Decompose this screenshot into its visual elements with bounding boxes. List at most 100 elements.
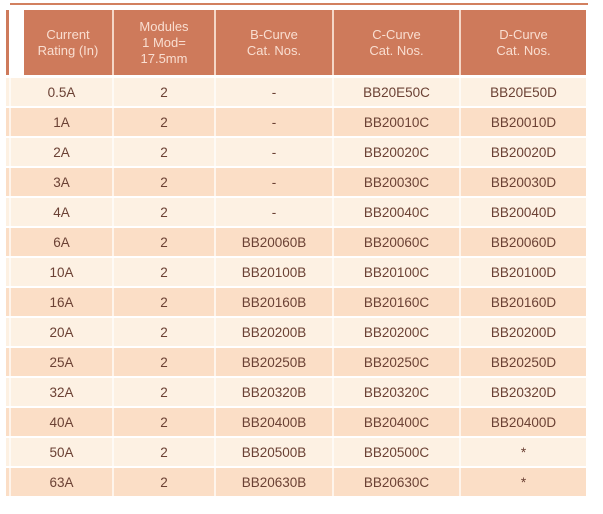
row-sliver [6,438,11,466]
table-row-63A: 63A 2 BB20630B BB20630C * [6,468,586,496]
cell-current-rating: 20A [11,318,114,346]
cell-current-rating: 32A [11,378,114,406]
adjacent-table-header-sliver [6,10,9,75]
cell-modules: 2 [114,468,216,496]
cell-d-curve: BB20160D [461,288,586,316]
cell-d-curve: BB20250D [461,348,586,376]
cell-current-rating: 3A [11,168,114,196]
header-d-curve: D-Curve Cat. Nos. [461,10,586,75]
cell-c-curve: BB20630C [334,468,461,496]
cell-b-curve: BB20400B [216,408,334,436]
cell-modules: 2 [114,348,216,376]
cell-current-rating: 25A [11,348,114,376]
row-sliver [6,228,11,256]
header-modules: Modules 1 Mod= 17.5mm [114,10,216,75]
cell-current-rating: 63A [11,468,114,496]
table-row-32A: 32A 2 BB20320B BB20320C BB20320D [6,378,586,406]
cell-current-rating: 4A [11,198,114,226]
cell-d-curve: BB20400D [461,408,586,436]
cell-c-curve: BB20250C [334,348,461,376]
cell-current-rating: 50A [11,438,114,466]
cell-b-curve: BB20250B [216,348,334,376]
row-sliver [6,348,11,376]
table-row-4A: 4A 2 - BB20040C BB20040D [6,198,586,226]
cell-d-curve: BB20E50D [461,78,586,106]
cell-current-rating: 2A [11,138,114,166]
table-row-6A: 6A 2 BB20060B BB20060C BB20060D [6,228,586,256]
cell-b-curve: BB20500B [216,438,334,466]
row-sliver [6,318,11,346]
table-row-25A: 25A 2 BB20250B BB20250C BB20250D [6,348,586,376]
row-sliver [6,78,11,106]
cell-d-curve: BB20030D [461,168,586,196]
cell-modules: 2 [114,108,216,136]
header-current-rating: Current Rating (In) [24,10,114,75]
cell-modules: 2 [114,378,216,406]
top-divider-line [10,3,588,5]
cell-c-curve: BB20010C [334,108,461,136]
cell-c-curve: BB20200C [334,318,461,346]
cell-d-curve: BB20010D [461,108,586,136]
cell-current-rating: 6A [11,228,114,256]
cell-current-rating: 16A [11,288,114,316]
cell-c-curve: BB20E50C [334,78,461,106]
cell-d-curve: * [461,438,586,466]
table-row-20A: 20A 2 BB20200B BB20200C BB20200D [6,318,586,346]
cell-d-curve: BB20200D [461,318,586,346]
cell-d-curve: BB20060D [461,228,586,256]
header-left-gap [9,10,24,75]
catalog-table: Current Rating (In) Modules 1 Mod= 17.5m… [6,10,586,498]
cell-b-curve: BB20100B [216,258,334,286]
table-row-0.5A: 0.5A 2 - BB20E50C BB20E50D [6,78,586,106]
cell-current-rating: 1A [11,108,114,136]
cell-modules: 2 [114,408,216,436]
cell-b-curve: BB20200B [216,318,334,346]
cell-b-curve: - [216,198,334,226]
cell-current-rating: 10A [11,258,114,286]
cell-b-curve: BB20630B [216,468,334,496]
table-header-row: Current Rating (In) Modules 1 Mod= 17.5m… [6,10,586,75]
cell-modules: 2 [114,288,216,316]
cell-modules: 2 [114,138,216,166]
table-row-2A: 2A 2 - BB20020C BB20020D [6,138,586,166]
cell-c-curve: BB20020C [334,138,461,166]
header-c-curve: C-Curve Cat. Nos. [334,10,461,75]
cell-b-curve: BB20160B [216,288,334,316]
row-sliver [6,408,11,436]
row-sliver [6,258,11,286]
cell-modules: 2 [114,78,216,106]
cell-b-curve: - [216,168,334,196]
cell-c-curve: BB20400C [334,408,461,436]
cell-d-curve: BB20100D [461,258,586,286]
cell-c-curve: BB20040C [334,198,461,226]
cell-modules: 2 [114,258,216,286]
cell-modules: 2 [114,318,216,346]
cell-d-curve: BB20020D [461,138,586,166]
cell-modules: 2 [114,438,216,466]
table-row-50A: 50A 2 BB20500B BB20500C * [6,438,586,466]
cell-c-curve: BB20060C [334,228,461,256]
row-sliver [6,138,11,166]
row-sliver [6,468,11,496]
table-row-10A: 10A 2 BB20100B BB20100C BB20100D [6,258,586,286]
header-b-curve: B-Curve Cat. Nos. [216,10,334,75]
table-row-3A: 3A 2 - BB20030C BB20030D [6,168,586,196]
table-row-40A: 40A 2 BB20400B BB20400C BB20400D [6,408,586,436]
cell-modules: 2 [114,168,216,196]
cell-c-curve: BB20320C [334,378,461,406]
cell-current-rating: 40A [11,408,114,436]
cell-b-curve: - [216,78,334,106]
cell-d-curve: BB20040D [461,198,586,226]
row-sliver [6,288,11,316]
cell-c-curve: BB20030C [334,168,461,196]
row-sliver [6,168,11,196]
table-row-16A: 16A 2 BB20160B BB20160C BB20160D [6,288,586,316]
cell-d-curve: BB20320D [461,378,586,406]
cell-modules: 2 [114,228,216,256]
cell-current-rating: 0.5A [11,78,114,106]
cell-b-curve: - [216,138,334,166]
table-row-1A: 1A 2 - BB20010C BB20010D [6,108,586,136]
cell-modules: 2 [114,198,216,226]
cell-b-curve: BB20320B [216,378,334,406]
row-sliver [6,108,11,136]
